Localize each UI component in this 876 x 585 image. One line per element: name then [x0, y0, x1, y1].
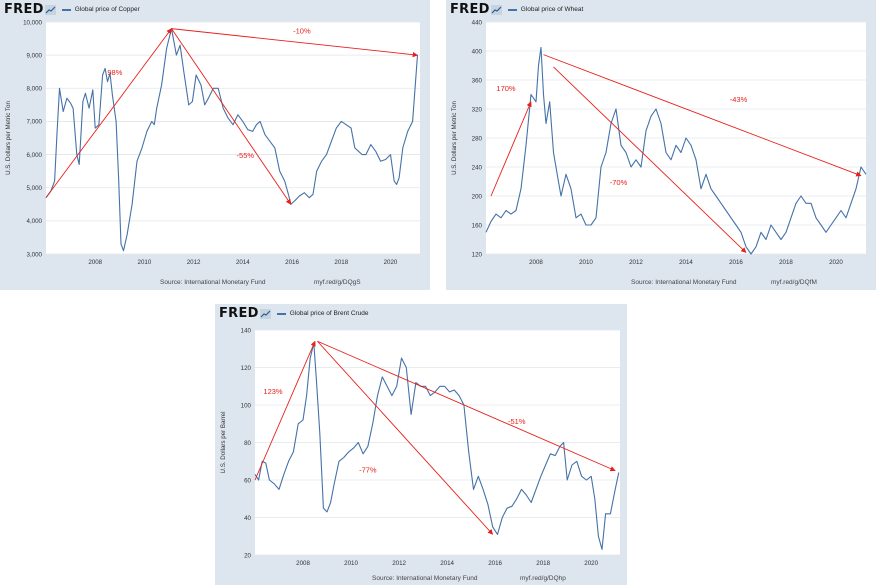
annotation-arrow	[171, 28, 419, 58]
annotation-arrow	[317, 340, 616, 472]
y-tick-label: 140	[241, 327, 252, 334]
chart-url[interactable]: myf.red/g/DQfM	[771, 279, 817, 286]
annotation-label: 170%	[496, 84, 516, 93]
x-tick-label: 2016	[729, 259, 743, 266]
x-tick-label: 2010	[138, 259, 152, 266]
chart-header: FRED Global price of Brent Crude	[219, 307, 369, 321]
fred-graph-icon	[259, 309, 271, 319]
y-tick-label: 8,000	[27, 86, 43, 93]
y-tick-label: 120	[241, 365, 252, 372]
y-tick-label: 320	[472, 106, 483, 113]
x-tick-label: 2018	[779, 259, 793, 266]
wheat-chart: 120 160 200 240 280 320 360 400 440 2008 2010 2012 2…	[451, 19, 867, 266]
y-tick-label: 40	[244, 515, 251, 522]
y-tick-label: 7,000	[27, 119, 43, 126]
annotation-label: 123%	[263, 387, 283, 396]
series-line	[254, 342, 620, 550]
x-tick-label: 2020	[829, 259, 843, 266]
annotation-label: -55%	[237, 151, 255, 160]
x-tick-label: 2010	[344, 560, 358, 567]
plot-area	[46, 22, 420, 254]
legend-label: Global price of Wheat	[520, 6, 584, 13]
fred-graph-icon	[490, 5, 502, 15]
x-tick-label: 2012	[392, 560, 406, 567]
brent-chart-panel: FRED Global price of Brent Crude 20 40 60 8…	[215, 304, 627, 585]
brent-chart: 20 40 60 80 100 120 140 2008 2010 2012 2014 2016 201…	[220, 327, 620, 567]
annotation-label: -70%	[610, 178, 628, 187]
fred-logo: FRED	[450, 2, 490, 17]
x-tick-label: 2008	[88, 259, 102, 266]
y-axis-label: U.S. Dollars per Barrel	[220, 412, 227, 474]
chart-header: FRED Global price of Copper	[4, 3, 140, 17]
source-label: Source: International Monetary Fund	[372, 575, 478, 582]
y-tick-label: 80	[244, 440, 251, 447]
x-tick-label: 2020	[384, 259, 398, 266]
y-tick-label: 3,000	[27, 251, 43, 258]
y-tick-label: 6,000	[27, 152, 43, 159]
chart-url[interactable]: myf.red/g/DQhp	[520, 575, 566, 582]
y-tick-label: 60	[244, 477, 251, 484]
y-axis-label: U.S. Dollars per Metric Ton	[5, 101, 12, 175]
chart-url[interactable]: myf.red/g/DQgS	[314, 279, 361, 286]
y-axis-label: U.S. Dollars per Metric Ton	[451, 101, 458, 175]
x-tick-label: 2020	[584, 560, 598, 567]
fred-logo: FRED	[4, 2, 44, 17]
x-tick-label: 2014	[236, 259, 250, 266]
annotation-label: -51%	[508, 417, 526, 426]
annotation-label: 98%	[107, 68, 122, 77]
annotation-arrow	[317, 340, 494, 535]
series-line	[45, 28, 419, 252]
y-tick-label: 440	[472, 19, 483, 26]
y-tick-label: 4,000	[27, 218, 43, 225]
annotation-arrow	[543, 54, 862, 177]
y-tick-label: 360	[472, 77, 483, 84]
annotation-arrow	[490, 101, 532, 197]
y-tick-label: 400	[472, 48, 483, 55]
y-tick-label: 280	[472, 135, 483, 142]
y-tick-label: 240	[472, 164, 483, 171]
y-tick-label: 100	[241, 402, 252, 409]
x-tick-label: 2008	[529, 259, 543, 266]
x-tick-label: 2016	[285, 259, 299, 266]
y-tick-label: 9,000	[27, 52, 43, 59]
source-label: Source: International Monetary Fund	[160, 279, 266, 286]
fred-graph-icon	[44, 5, 56, 15]
legend-line-icon	[507, 9, 517, 11]
series-line	[485, 46, 867, 255]
copper-chart: 3,000 4,000 5,000 6,000 7,000 8,000 9,000 10,00…	[5, 19, 420, 266]
y-tick-label: 10,000	[23, 19, 42, 26]
annotation-arrow	[45, 28, 172, 198]
annotation-label: -43%	[730, 95, 748, 104]
y-tick-label: 200	[472, 193, 483, 200]
source-label: Source: International Monetary Fund	[631, 279, 737, 286]
annotation-label: -77%	[359, 466, 377, 475]
annotation-arrow	[254, 340, 316, 481]
x-tick-label: 2012	[187, 259, 201, 266]
legend-line-icon	[61, 9, 71, 11]
x-tick-label: 2012	[629, 259, 643, 266]
copper-chart-panel: FRED Global price of Copper 3,000 4,000 5,…	[0, 0, 430, 290]
x-tick-label: 2008	[296, 560, 310, 567]
fred-logo: FRED	[219, 306, 259, 321]
annotation-arrow	[171, 28, 292, 205]
x-tick-label: 2010	[579, 259, 593, 266]
chart-header: FRED Global price of Wheat	[450, 3, 583, 17]
x-tick-label: 2018	[536, 560, 550, 567]
y-tick-label: 160	[472, 222, 483, 229]
y-tick-label: 120	[472, 251, 483, 258]
x-tick-label: 2016	[488, 560, 502, 567]
legend-label: Global price of Copper	[74, 6, 140, 13]
wheat-chart-panel: FRED Global price of Wheat 120 160 200 240 2…	[446, 0, 876, 290]
annotation-arrow	[553, 66, 747, 253]
legend-label: Global price of Brent Crude	[289, 310, 369, 317]
annotation-label: -10%	[293, 27, 311, 36]
x-tick-label: 2014	[679, 259, 693, 266]
y-tick-label: 5,000	[27, 185, 43, 192]
y-tick-label: 20	[244, 552, 251, 559]
legend-line-icon	[276, 313, 286, 315]
x-tick-label: 2014	[440, 560, 454, 567]
x-tick-label: 2018	[334, 259, 348, 266]
